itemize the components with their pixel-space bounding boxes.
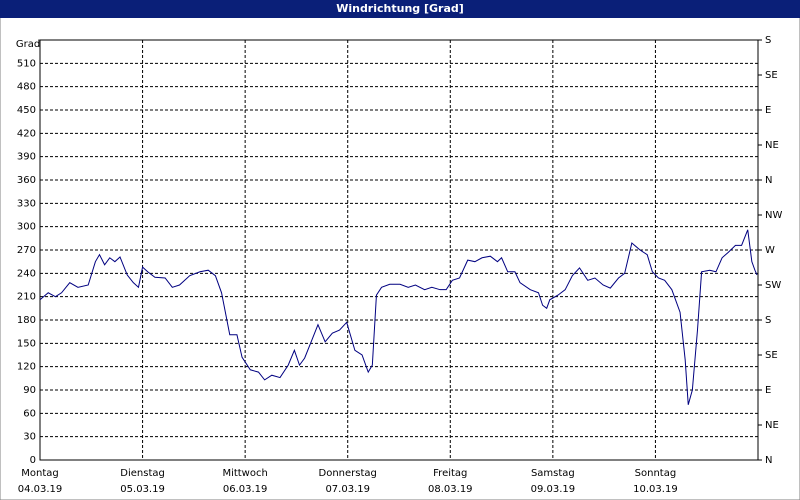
y-axis-label: Grad <box>16 39 40 50</box>
y-tick-label: 210 <box>17 292 36 303</box>
y-tick-label: 30 <box>23 432 36 443</box>
y2-tick-label: SE <box>765 350 778 361</box>
y2-tick-label: W <box>765 245 775 256</box>
y2-tick-label: S <box>765 35 771 46</box>
y-tick-label: 420 <box>17 128 36 139</box>
y-tick-label: 390 <box>17 152 36 163</box>
x-tick-date: 09.03.19 <box>531 484 576 495</box>
y-tick-label: 270 <box>17 245 36 256</box>
y-tick-label: 150 <box>17 338 36 349</box>
x-tick-label: Donnerstag <box>319 468 377 479</box>
y-tick-label: 300 <box>17 222 36 233</box>
y2-tick-label: E <box>765 385 771 396</box>
x-tick-date: 08.03.19 <box>428 484 473 495</box>
x-tick-date: 04.03.19 <box>18 484 63 495</box>
y-tick-label: 0 <box>30 455 36 466</box>
y-tick-label: 180 <box>17 315 36 326</box>
y-tick-label: 450 <box>17 105 36 116</box>
y-tick-label: 360 <box>17 175 36 186</box>
y-tick-label: 240 <box>17 268 36 279</box>
y-tick-label: 90 <box>23 385 36 396</box>
y2-tick-label: N <box>765 175 772 186</box>
y-tick-label: 510 <box>17 58 36 69</box>
y2-tick-label: N <box>765 455 772 466</box>
x-tick-date: 06.03.19 <box>223 484 268 495</box>
chart-title: Windrichtung [Grad] <box>336 2 464 15</box>
y2-tick-label: S <box>765 315 771 326</box>
y2-tick-label: NW <box>765 210 782 221</box>
y2-tick-label: NE <box>765 140 779 151</box>
y2-tick-label: SW <box>765 280 781 291</box>
title-bar <box>0 0 800 18</box>
x-tick-label: Montag <box>21 468 58 479</box>
x-tick-label: Samstag <box>531 468 575 479</box>
x-tick-label: Mittwoch <box>222 468 267 479</box>
data-line <box>39 229 758 405</box>
x-tick-label: Dienstag <box>120 468 165 479</box>
x-tick-date: 07.03.19 <box>325 484 370 495</box>
y2-tick-label: NE <box>765 420 779 431</box>
plot-frame <box>39 39 759 461</box>
y-tick-label: 330 <box>17 198 36 209</box>
x-tick-label: Sonntag <box>635 468 677 479</box>
y-tick-label: 480 <box>17 82 36 93</box>
y-tick-label: 60 <box>23 408 36 419</box>
y2-tick-label: SE <box>765 70 778 81</box>
x-tick-date: 10.03.19 <box>633 484 678 495</box>
x-tick-date: 05.03.19 <box>120 484 165 495</box>
y2-tick-label: E <box>765 105 771 116</box>
y-tick-label: 120 <box>17 362 36 373</box>
x-tick-label: Freitag <box>433 468 467 479</box>
